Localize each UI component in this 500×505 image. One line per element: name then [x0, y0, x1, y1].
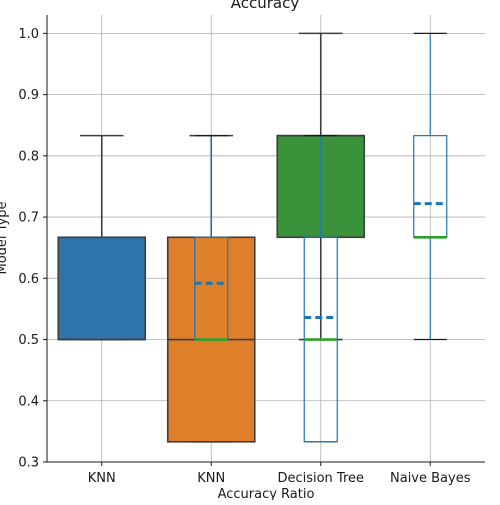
outline-boxes — [194, 32, 448, 443]
axes — [43, 15, 485, 466]
outline-box-group — [303, 135, 338, 443]
box-body — [57, 236, 147, 341]
y-tick-label: 1.0 — [18, 27, 39, 42]
y-tick-label: 0.5 — [18, 333, 39, 348]
chart-title: Accuracy — [231, 0, 300, 12]
y-axis-title: Model Type — [0, 201, 10, 274]
outline-box-group — [413, 32, 448, 341]
x-tick-label: KNN — [197, 471, 225, 486]
y-tick-label: 0.8 — [18, 149, 39, 164]
x-axis-title: Accuracy Ratio — [218, 487, 315, 500]
y-tick-label: 0.3 — [18, 456, 39, 471]
y-tick-label: 0.9 — [18, 88, 39, 103]
y-tick-label: 0.4 — [18, 394, 39, 409]
x-tick-label: Decision Tree — [277, 471, 364, 486]
x-tick-label: Naive Bayes — [390, 471, 471, 486]
x-tick-label: KNN — [88, 471, 116, 486]
y-tick-label: 0.6 — [18, 272, 39, 287]
x-tick-labels: KNN KNN Decision Tree Naive Bayes — [88, 471, 471, 486]
outline-box-group — [194, 135, 229, 341]
filled-box-group — [57, 134, 147, 341]
y-tick-label: 0.7 — [18, 211, 39, 226]
y-tick-labels: 0.3 0.4 0.5 0.6 0.7 0.8 0.9 1.0 — [18, 27, 39, 471]
